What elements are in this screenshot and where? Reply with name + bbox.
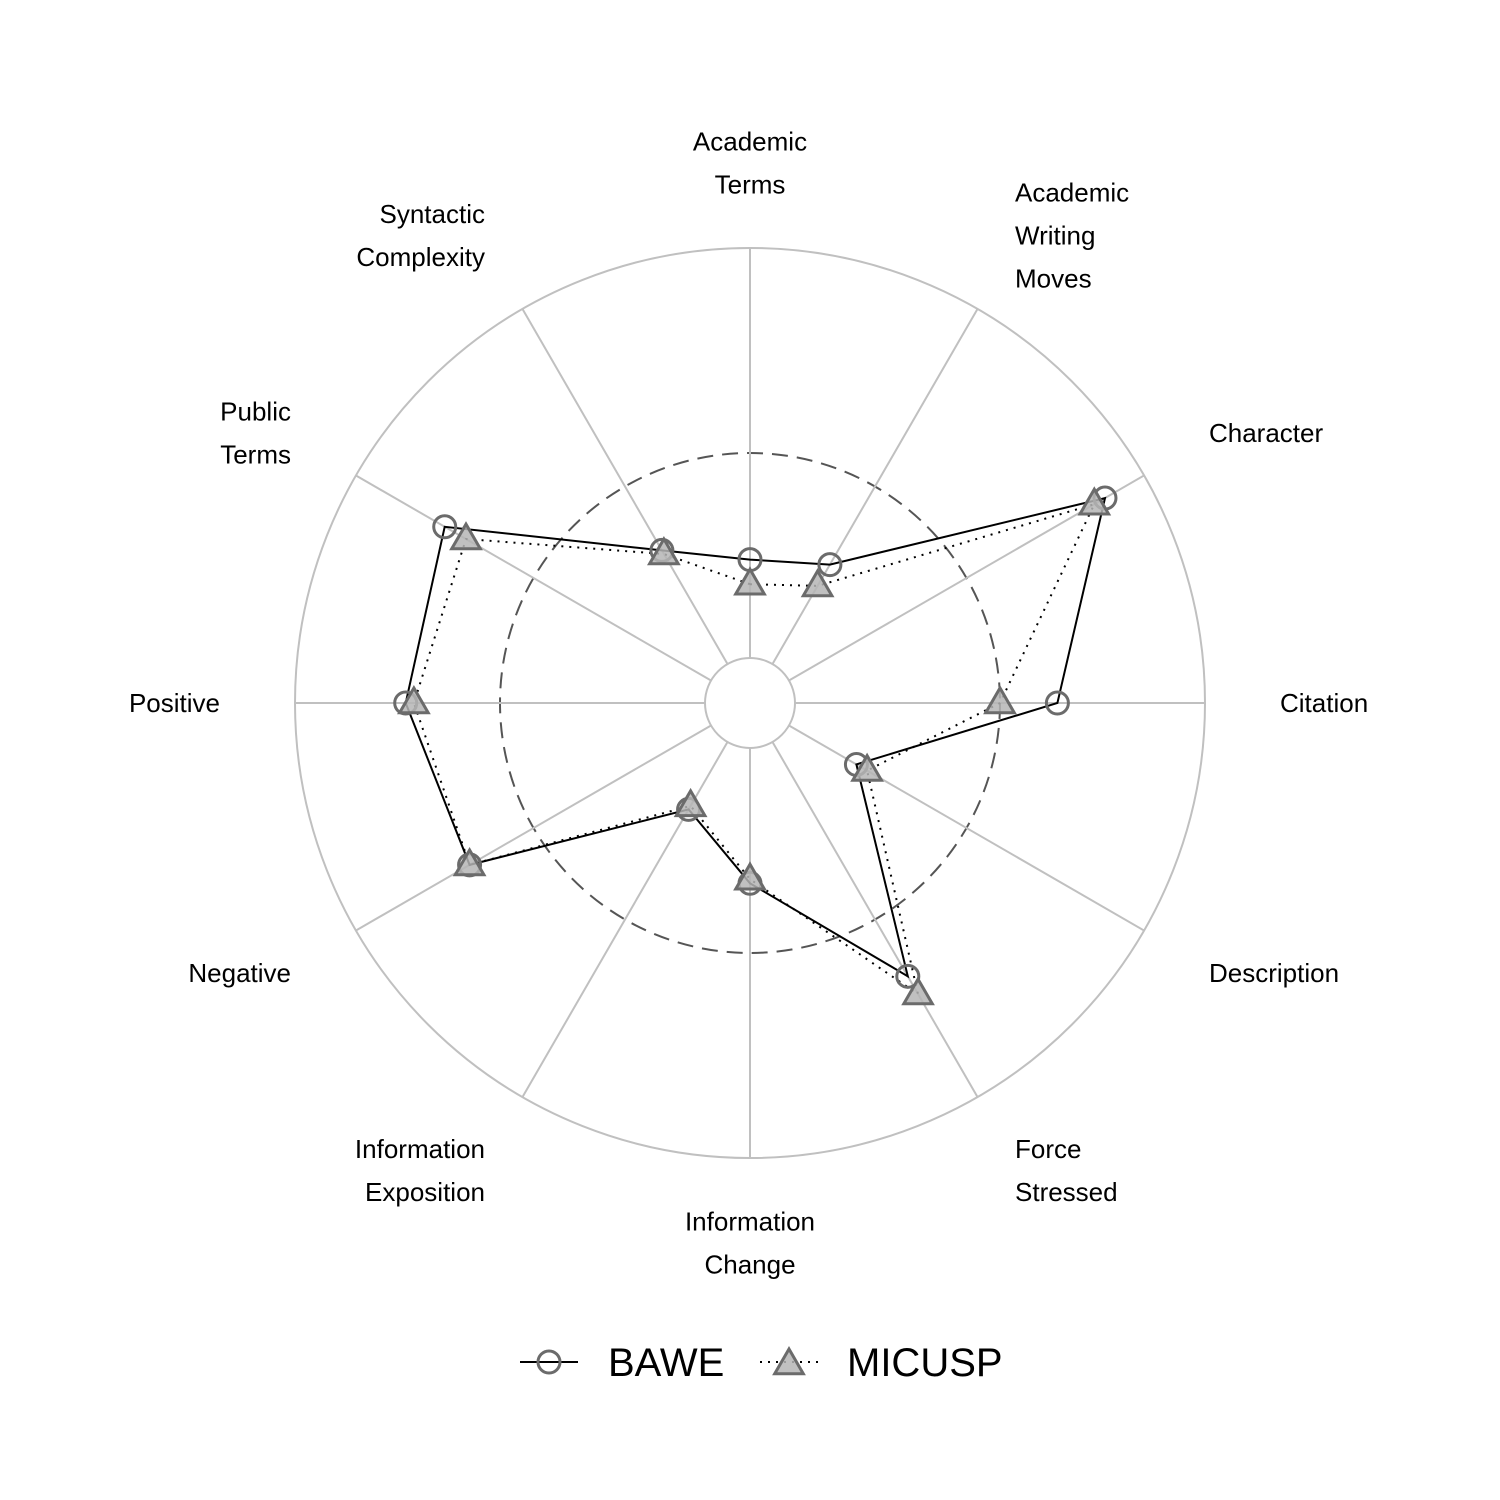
legend: BAWE MICUSP — [520, 1341, 1003, 1385]
micusp-point — [452, 847, 487, 877]
axis-label-line: Writing — [1015, 220, 1095, 250]
axis-spoke — [521, 308, 729, 665]
micusp-point — [800, 568, 835, 598]
axis-label-line: Academic — [1015, 177, 1129, 207]
axis-label-line: Change — [704, 1250, 795, 1280]
bawe-point — [432, 514, 458, 540]
legend-item-bawe: BAWE — [520, 1341, 724, 1385]
axis-label-line: Citation — [1280, 688, 1368, 718]
legend-triangle-marker — [772, 1345, 806, 1376]
axis-label: Citation — [1280, 688, 1368, 718]
micusp-point — [850, 752, 885, 782]
axis-label: Public Terms — [220, 397, 291, 470]
legend-label: BAWE — [608, 1341, 724, 1385]
axis-spoke — [771, 308, 979, 665]
axis-label-line: Syntactic — [380, 199, 486, 229]
axis-label: Information Exposition — [355, 1134, 485, 1207]
axis-label: Character — [1209, 418, 1323, 448]
axis-label-line: Public — [220, 397, 291, 427]
micusp-point — [733, 861, 767, 891]
axis-label-line: Information — [685, 1207, 815, 1237]
legend-item-micusp: MICUSP — [760, 1341, 1003, 1385]
micusp-point — [1077, 486, 1112, 516]
micusp-point — [397, 684, 431, 715]
axis-spoke — [521, 741, 729, 1098]
axis-label: Syntactic Complexity — [356, 199, 485, 272]
axis-label: Force Stressed — [1015, 1134, 1118, 1207]
axis-spoke — [771, 741, 979, 1098]
axis-label-line: Stressed — [1015, 1177, 1118, 1207]
micusp-point — [901, 976, 935, 1006]
axis-label: Academic Writing Moves — [1015, 177, 1129, 293]
axis-label: Academic Terms — [693, 127, 807, 200]
axis-spoke — [355, 474, 712, 682]
axis-label-line: Terms — [220, 440, 291, 470]
axis-label-line: Force — [1015, 1134, 1081, 1164]
bawe-point — [895, 963, 921, 989]
axis-label-line: Description — [1209, 958, 1339, 988]
micusp-point — [673, 787, 708, 818]
axis-label-line: Exposition — [365, 1177, 485, 1207]
axis-label-line: Moves — [1015, 263, 1092, 293]
axis-label-line: Terms — [715, 170, 786, 200]
axis-label-line: Character — [1209, 418, 1323, 448]
axis-label: Negative — [188, 958, 291, 988]
axis-label-line: Negative — [188, 958, 291, 988]
micusp-point — [733, 566, 767, 596]
micusp-point — [983, 684, 1017, 715]
legend-circle-marker — [536, 1349, 562, 1375]
grid — [294, 247, 1206, 1159]
micusp-point — [646, 536, 681, 566]
micusp-point — [449, 521, 483, 551]
axis-label-line: Academic — [693, 127, 807, 157]
axis-label-line: Positive — [129, 688, 220, 718]
axis-label: Positive — [129, 688, 220, 718]
axis-label: Description — [1209, 958, 1339, 988]
axis-labels: Academic Terms Academic Writing Moves Charact… — [129, 127, 1368, 1280]
axis-spoke — [788, 724, 1145, 932]
legend-label: MICUSP — [847, 1341, 1003, 1385]
axis-label: Information Change — [685, 1207, 815, 1280]
bawe-point — [817, 552, 843, 578]
series-layer — [393, 485, 1118, 1006]
inner-grid-circle — [704, 657, 796, 749]
bawe-point — [1044, 690, 1070, 716]
axis-label-line: Complexity — [356, 242, 485, 272]
axis-spoke — [355, 724, 712, 932]
axis-label-line: Information — [355, 1134, 485, 1164]
